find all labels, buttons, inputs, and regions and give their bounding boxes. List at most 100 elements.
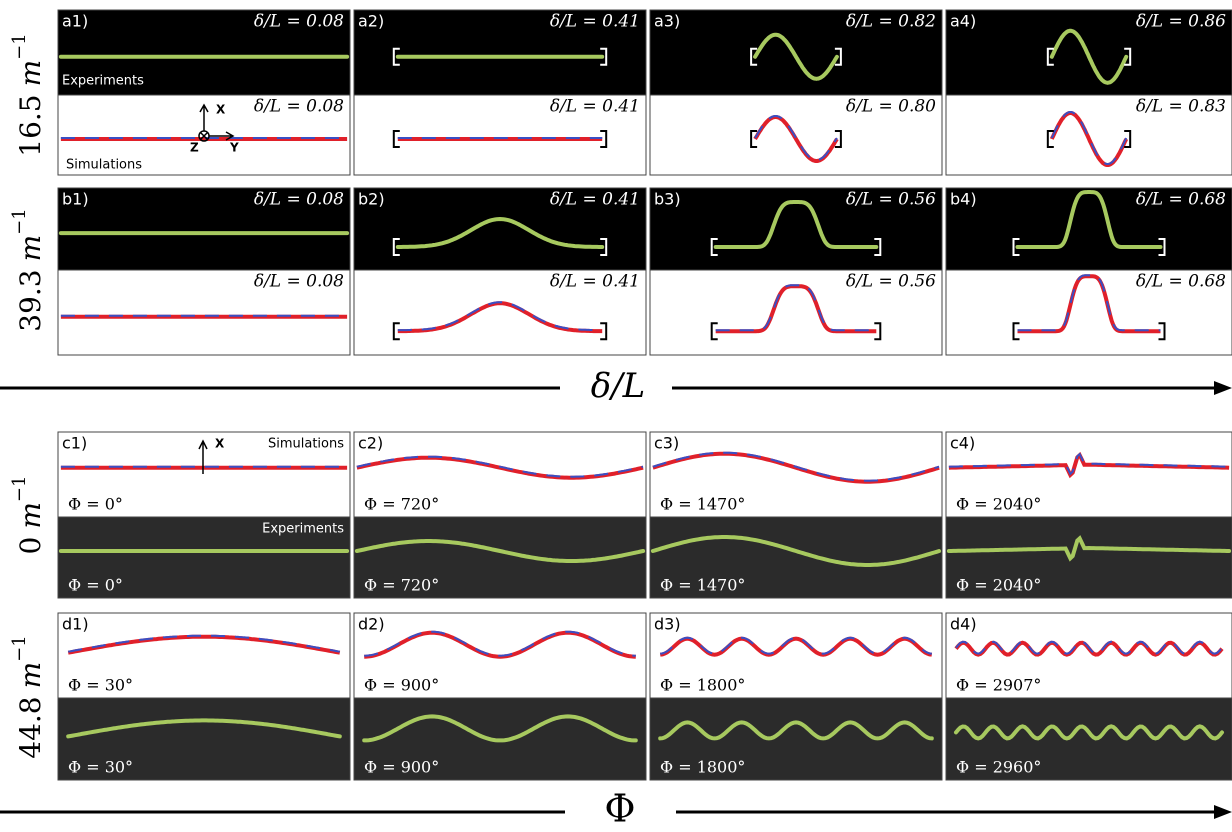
row-value: 39.3 <box>14 269 47 331</box>
axis-label: Y <box>229 141 239 155</box>
rod-experiment <box>395 216 605 249</box>
experiment-image <box>57 187 351 271</box>
experiment-image <box>57 516 351 599</box>
simulation-plot <box>57 269 351 356</box>
delta-label: δ/L = 0.68 <box>1136 190 1226 210</box>
simulation-plot <box>945 269 1232 356</box>
simulation-plot <box>353 269 647 356</box>
panel-label: b2) <box>358 190 385 209</box>
rod-experiment <box>1015 190 1163 249</box>
clamp-bracket <box>600 130 608 148</box>
rod-simulation-twist <box>1050 111 1128 165</box>
note: Simulations <box>268 437 344 452</box>
simulation-plot <box>649 431 943 518</box>
simulation-plot <box>57 431 351 518</box>
axis-arrowhead <box>1214 805 1232 819</box>
clamp-bracket <box>834 130 842 148</box>
panel: δ/L = 0.86 a4) δ/L = 0.83 <box>945 9 1232 176</box>
delta-label: δ/L = 0.08 <box>254 97 344 117</box>
phi-label: Φ = 2907° <box>956 676 1041 695</box>
rod-simulation <box>948 451 1230 479</box>
phi-label: Φ = 720° <box>364 576 439 595</box>
row-exponent: −1 <box>9 208 30 235</box>
rod-simulation-twist <box>1017 274 1161 332</box>
delta-label: δ/L = 0.56 <box>846 190 936 210</box>
experiment-image <box>57 697 351 781</box>
rod-simulation-twist <box>715 284 877 332</box>
delta-label: δ/L = 0.08 <box>254 272 344 292</box>
panel: Φ = 0° c1) Φ = 0° Simulations Experiments X <box>57 431 351 599</box>
axis-title: δ/L <box>591 366 646 406</box>
row-unit: m <box>14 502 47 529</box>
row-value: 44.8 <box>14 696 47 758</box>
delta-label: δ/L = 0.68 <box>1136 272 1226 292</box>
panel-label: a3) <box>654 12 680 31</box>
rod-simulation-twist <box>660 636 932 655</box>
row-unit: m <box>14 662 47 689</box>
delta-label: δ/L = 0.83 <box>1136 97 1226 117</box>
rod-experiment <box>354 539 646 563</box>
delta-label: δ/L = 0.41 <box>550 97 640 117</box>
clamp-bracket <box>710 322 718 341</box>
panel-label: b4) <box>950 190 977 209</box>
row-exponent: −1 <box>9 33 30 60</box>
clamp-bracket <box>750 130 758 148</box>
axis-label: X <box>216 103 226 117</box>
phi-label: Φ = 900° <box>364 676 439 695</box>
panel: Φ = 1800° d3) Φ = 1800° <box>649 612 943 781</box>
phi-label: Φ = 1800° <box>660 676 745 695</box>
panel: δ/L = 0.56 b3) δ/L = 0.56 <box>649 187 943 356</box>
panel: δ/L = 0.08 a1) δ/L = 0.08 Experiments Simula… <box>57 9 351 176</box>
delta-label: δ/L = 0.80 <box>846 97 936 117</box>
clamp-bracket <box>600 322 608 341</box>
panel: Φ = 2040° c4) Φ = 2040° <box>945 431 1232 599</box>
rod-experiment <box>66 718 342 739</box>
delta-label: δ/L = 0.41 <box>550 190 640 210</box>
panel: δ/L = 0.82 a3) δ/L = 0.80 <box>649 9 943 176</box>
note: Experiments <box>262 522 344 537</box>
panel-label: c2) <box>358 434 383 453</box>
axis-label: Z <box>190 141 199 155</box>
rod-experiment <box>658 720 934 741</box>
delta-label: δ/L = 0.41 <box>550 12 640 32</box>
panel-label: c3) <box>654 434 679 453</box>
clamp-bracket <box>1124 130 1132 148</box>
row-exponent: −1 <box>9 476 30 503</box>
clamp-bracket <box>600 238 608 257</box>
panel-label: d2) <box>358 615 385 634</box>
row-label: 0 m−1 <box>9 476 47 555</box>
row-unit: m <box>14 235 47 262</box>
rod-simulation-twist <box>364 630 636 657</box>
panel: Φ = 30° d1) Φ = 30° <box>57 612 351 781</box>
clamp-bracket <box>710 238 718 257</box>
panel-label: a1) <box>62 12 88 31</box>
phi-label: Φ = 1470° <box>660 576 745 595</box>
clamp-bracket <box>874 238 882 257</box>
phi-label: Φ = 2040° <box>956 495 1041 514</box>
rod-simulation-twist <box>652 451 940 482</box>
rod-experiment <box>1049 28 1129 85</box>
rod-experiment <box>954 724 1224 741</box>
clamp-bracket <box>392 322 400 341</box>
delta-label: δ/L = 0.08 <box>254 190 344 210</box>
rod-experiment <box>713 200 879 249</box>
panel: δ/L = 0.08 b1) δ/L = 0.08 <box>57 187 351 356</box>
axis-cross <box>200 132 208 140</box>
phi-label: Φ = 2960° <box>956 758 1041 777</box>
experiment-image <box>353 187 647 271</box>
panel: δ/L = 0.41 a2) δ/L = 0.41 <box>353 9 647 176</box>
rod-simulation-twist <box>397 301 603 332</box>
rod-simulation-twist <box>955 640 1223 655</box>
axis-arrowhead <box>1214 381 1232 395</box>
clamp-bracket <box>1158 238 1166 257</box>
row-value: 0 <box>14 537 47 555</box>
axis-label: X <box>215 437 225 451</box>
phi-label: Φ = 0° <box>68 576 123 595</box>
clamp-bracket <box>1046 130 1054 148</box>
clamp-bracket <box>1012 322 1020 341</box>
experiment-image <box>57 9 351 96</box>
phi-label: Φ = 720° <box>364 495 439 514</box>
panel: Φ = 720° c2) Φ = 720° <box>353 431 647 599</box>
panel-label: d3) <box>654 615 681 634</box>
